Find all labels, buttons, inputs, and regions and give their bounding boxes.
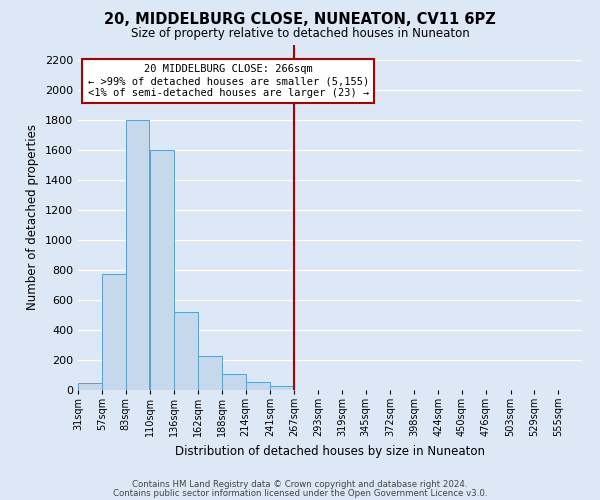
Bar [245,382,269,390]
Text: 20, MIDDELBURG CLOSE, NUNEATON, CV11 6PZ: 20, MIDDELBURG CLOSE, NUNEATON, CV11 6PZ [104,12,496,28]
Bar [271,386,294,390]
Bar [125,120,149,390]
X-axis label: Distribution of detached houses by size in Nuneaton: Distribution of detached houses by size … [175,445,485,458]
Bar [222,374,245,390]
Y-axis label: Number of detached properties: Number of detached properties [26,124,40,310]
Text: Size of property relative to detached houses in Nuneaton: Size of property relative to detached ho… [131,28,469,40]
Text: 20 MIDDELBURG CLOSE: 266sqm
← >99% of detached houses are smaller (5,155)
<1% of: 20 MIDDELBURG CLOSE: 266sqm ← >99% of de… [88,64,369,98]
Bar [174,312,198,390]
Bar [78,382,102,390]
Text: Contains HM Land Registry data © Crown copyright and database right 2024.: Contains HM Land Registry data © Crown c… [132,480,468,489]
Bar [151,150,174,390]
Bar [102,274,125,390]
Text: Contains public sector information licensed under the Open Government Licence v3: Contains public sector information licen… [113,488,487,498]
Bar [198,356,222,390]
